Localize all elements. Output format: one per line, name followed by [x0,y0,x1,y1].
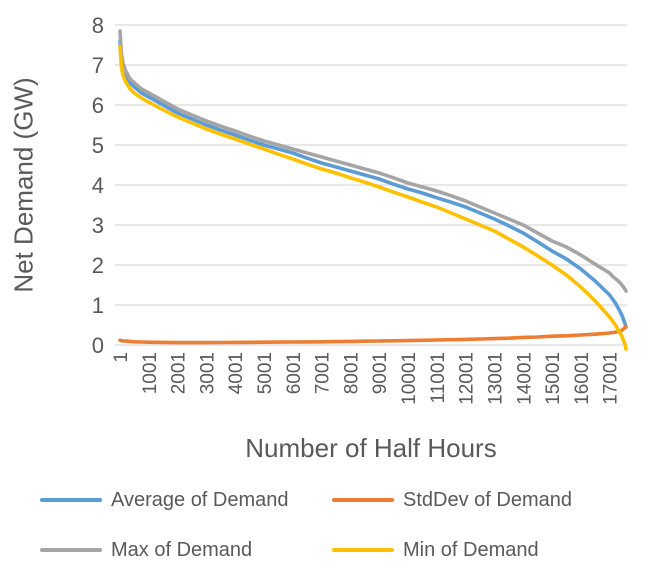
x-tick-label: 10001 [399,352,420,405]
x-tick-label: 6001 [284,352,305,394]
x-axis-title: Number of Half Hours [245,433,497,463]
x-tick-label: 4001 [226,352,247,394]
legend-item-stddev: StdDev of Demand [332,487,572,513]
y-axis-tick-labels: 0 1 2 3 4 5 6 7 8 [92,13,104,358]
legend: Average of Demand StdDev of Demand Max o… [0,478,656,578]
legend-label-average: Average of Demand [111,488,289,511]
y-tick-label: 1 [92,293,104,318]
y-tick-label: 6 [92,93,104,118]
x-tick-label: 11001 [428,352,449,403]
x-tick-label: 1001 [140,352,161,394]
legend-swatch-average [40,498,102,502]
x-tick-label: 12001 [457,352,478,405]
series-line-max-of-demand [118,29,628,293]
legend-item-max: Max of Demand [40,537,252,563]
y-tick-label: 2 [92,253,104,278]
y-tick-label: 5 [92,133,104,158]
legend-label-max: Max of Demand [111,538,253,561]
legend-item-average: Average of Demand [40,487,289,513]
x-tick-label: 1 [111,352,132,363]
x-tick-label: 15001 [543,352,564,405]
series-lines [118,29,628,351]
x-axis-tick-labels: 1 1001 2001 3001 4001 5001 6001 7001 8001 9001 100… [111,352,622,405]
x-tick-label: 13001 [485,352,506,405]
series-line-stddev-of-demand [118,324,628,345]
y-tick-label: 8 [92,13,104,38]
y-axis-title-text: Net Demand (GW) [8,77,39,293]
x-tick-label: 2001 [169,352,190,394]
y-axis-title: Net Demand (GW) [4,25,44,345]
legend-label-min: Min of Demand [403,538,539,561]
legend-label-stddev: StdDev of Demand [403,488,572,511]
x-tick-label: 17001 [601,352,622,405]
y-tick-label: 0 [92,333,104,358]
y-tick-label: 3 [92,213,104,238]
legend-swatch-stddev [332,498,394,502]
y-tick-label: 7 [92,53,104,78]
y-tick-label: 4 [92,173,104,198]
x-tick-label: 3001 [197,352,218,394]
legend-item-min: Min of Demand [332,537,539,563]
x-tick-label: 8001 [341,352,362,394]
x-tick-label: 16001 [572,352,593,405]
x-tick-label: 9001 [370,352,391,394]
x-tick-label: 14001 [514,352,535,405]
legend-swatch-max [40,548,102,552]
series-line-min-of-demand [118,45,628,351]
series-line-average-of-demand [118,39,628,329]
legend-swatch-min [332,548,394,552]
x-tick-label: 5001 [255,352,276,394]
x-tick-label: 7001 [313,352,334,394]
